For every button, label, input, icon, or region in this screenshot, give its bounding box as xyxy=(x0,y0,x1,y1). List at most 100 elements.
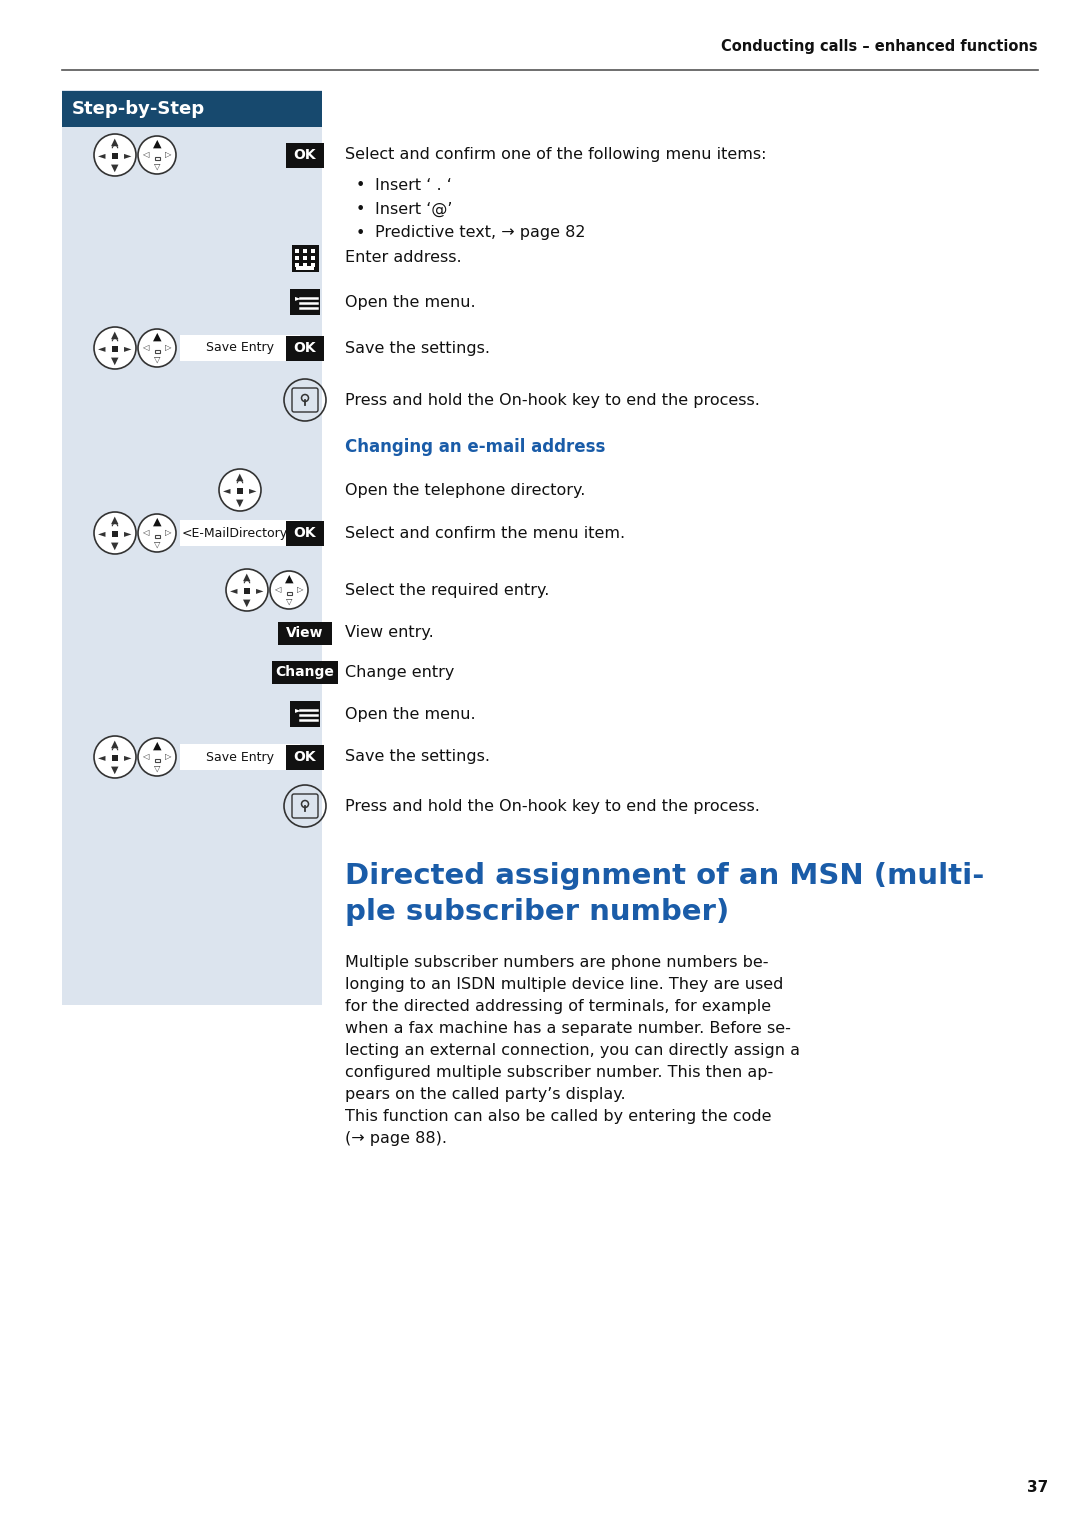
Text: This function can also be called by entering the code: This function can also be called by ente… xyxy=(345,1109,771,1124)
Text: ▷: ▷ xyxy=(297,586,303,595)
Bar xyxy=(112,153,118,159)
Text: ◁: ◁ xyxy=(143,150,149,159)
Text: <E-MailDirectory>: <E-MailDirectory> xyxy=(181,526,298,540)
Text: (→ page 88).: (→ page 88). xyxy=(345,1131,447,1147)
Bar xyxy=(295,263,299,268)
Text: Changing an e-mail address: Changing an e-mail address xyxy=(345,437,606,456)
Text: ▼: ▼ xyxy=(111,541,119,550)
Text: OK: OK xyxy=(294,341,316,355)
Text: ▼: ▼ xyxy=(111,164,119,173)
Text: 37: 37 xyxy=(1027,1480,1049,1495)
Text: Multiple subscriber numbers are phone numbers be-: Multiple subscriber numbers are phone nu… xyxy=(345,956,769,971)
Bar xyxy=(244,589,249,593)
Circle shape xyxy=(270,570,308,609)
Circle shape xyxy=(94,327,136,368)
Text: ◄: ◄ xyxy=(98,528,106,538)
Circle shape xyxy=(138,136,176,174)
Bar xyxy=(112,531,118,537)
Text: Save the settings.: Save the settings. xyxy=(345,341,490,356)
Bar xyxy=(154,535,160,538)
Text: ▲: ▲ xyxy=(237,472,244,482)
Bar xyxy=(62,90,322,1005)
Bar xyxy=(295,249,299,252)
Bar xyxy=(154,758,160,761)
Bar xyxy=(286,142,324,168)
Text: ▽: ▽ xyxy=(286,596,293,605)
Text: ple subscriber number): ple subscriber number) xyxy=(345,898,729,927)
Bar xyxy=(296,266,314,269)
Text: Directed assignment of an MSN (multi-: Directed assignment of an MSN (multi- xyxy=(345,862,984,890)
Text: ◁: ◁ xyxy=(274,586,281,595)
Bar xyxy=(112,755,118,761)
Text: ►: ► xyxy=(124,150,132,161)
Text: Change entry: Change entry xyxy=(345,665,455,679)
Text: ▷: ▷ xyxy=(165,529,172,538)
Text: ►: ► xyxy=(249,485,257,495)
Text: Predictive text, → page 82: Predictive text, → page 82 xyxy=(375,225,585,240)
Text: ◄: ◄ xyxy=(224,485,231,495)
Text: Save Entry: Save Entry xyxy=(206,751,274,763)
Text: ►: ► xyxy=(124,342,132,353)
Circle shape xyxy=(94,735,136,778)
Text: ▲: ▲ xyxy=(152,517,161,528)
Bar xyxy=(291,700,320,726)
Circle shape xyxy=(94,512,136,553)
Text: ▽: ▽ xyxy=(153,540,160,549)
Text: Conducting calls – enhanced functions: Conducting calls – enhanced functions xyxy=(721,40,1038,55)
Text: OK: OK xyxy=(294,751,316,764)
Text: Insert ‘ . ‘: Insert ‘ . ‘ xyxy=(375,177,451,193)
Bar xyxy=(286,520,324,546)
Bar xyxy=(278,621,332,645)
Text: ◁: ◁ xyxy=(143,344,149,353)
Text: Save Entry: Save Entry xyxy=(206,341,274,355)
Bar xyxy=(286,335,324,361)
Text: Open the menu.: Open the menu. xyxy=(345,295,475,309)
Text: ▼: ▼ xyxy=(111,764,119,775)
Text: ▽: ▽ xyxy=(153,162,160,171)
Text: ▲: ▲ xyxy=(285,573,294,584)
Text: when a fax machine has a separate number. Before se-: when a fax machine has a separate number… xyxy=(345,1021,791,1037)
Circle shape xyxy=(138,739,176,777)
Bar xyxy=(180,335,300,361)
Bar xyxy=(291,289,320,315)
Text: pears on the called party’s display.: pears on the called party’s display. xyxy=(345,1087,625,1102)
Text: Step-by-Step: Step-by-Step xyxy=(72,99,205,118)
Text: ▲: ▲ xyxy=(111,138,119,147)
Text: View entry.: View entry. xyxy=(345,625,434,641)
Text: ◄: ◄ xyxy=(98,150,106,161)
Text: ◄: ◄ xyxy=(230,586,238,595)
Bar xyxy=(295,255,299,260)
Text: Select and confirm one of the following menu items:: Select and confirm one of the following … xyxy=(345,147,767,162)
Bar xyxy=(303,255,307,260)
Bar xyxy=(112,346,118,352)
Text: longing to an ISDN multiple device line. They are used: longing to an ISDN multiple device line.… xyxy=(345,977,783,992)
Text: ▲: ▲ xyxy=(152,742,161,751)
Text: Change: Change xyxy=(275,665,335,679)
Text: Insert ‘@’: Insert ‘@’ xyxy=(375,202,453,217)
Text: ►: ► xyxy=(124,752,132,761)
Bar xyxy=(303,263,307,268)
Text: OK: OK xyxy=(294,148,316,162)
Text: •: • xyxy=(355,225,365,240)
Bar xyxy=(154,350,160,353)
Text: ▲: ▲ xyxy=(111,515,119,524)
Text: ▷: ▷ xyxy=(165,150,172,159)
Circle shape xyxy=(94,135,136,176)
Bar xyxy=(180,745,300,771)
Bar xyxy=(311,263,315,268)
Bar xyxy=(311,255,315,260)
Text: Enter address.: Enter address. xyxy=(345,251,461,266)
Text: OK: OK xyxy=(294,526,316,540)
Text: ▷: ▷ xyxy=(165,752,172,761)
Text: ▲: ▲ xyxy=(152,332,161,342)
Text: ◄: ◄ xyxy=(98,342,106,353)
Bar xyxy=(180,520,300,546)
Text: lecting an external connection, you can directly assign a: lecting an external connection, you can … xyxy=(345,1043,800,1058)
Circle shape xyxy=(219,469,261,511)
Bar xyxy=(311,249,315,252)
Bar xyxy=(292,245,319,272)
Text: for the directed addressing of terminals, for example: for the directed addressing of terminals… xyxy=(345,1000,771,1015)
Text: ►: ► xyxy=(124,528,132,538)
Bar xyxy=(62,92,322,127)
Text: ◄: ◄ xyxy=(98,752,106,761)
